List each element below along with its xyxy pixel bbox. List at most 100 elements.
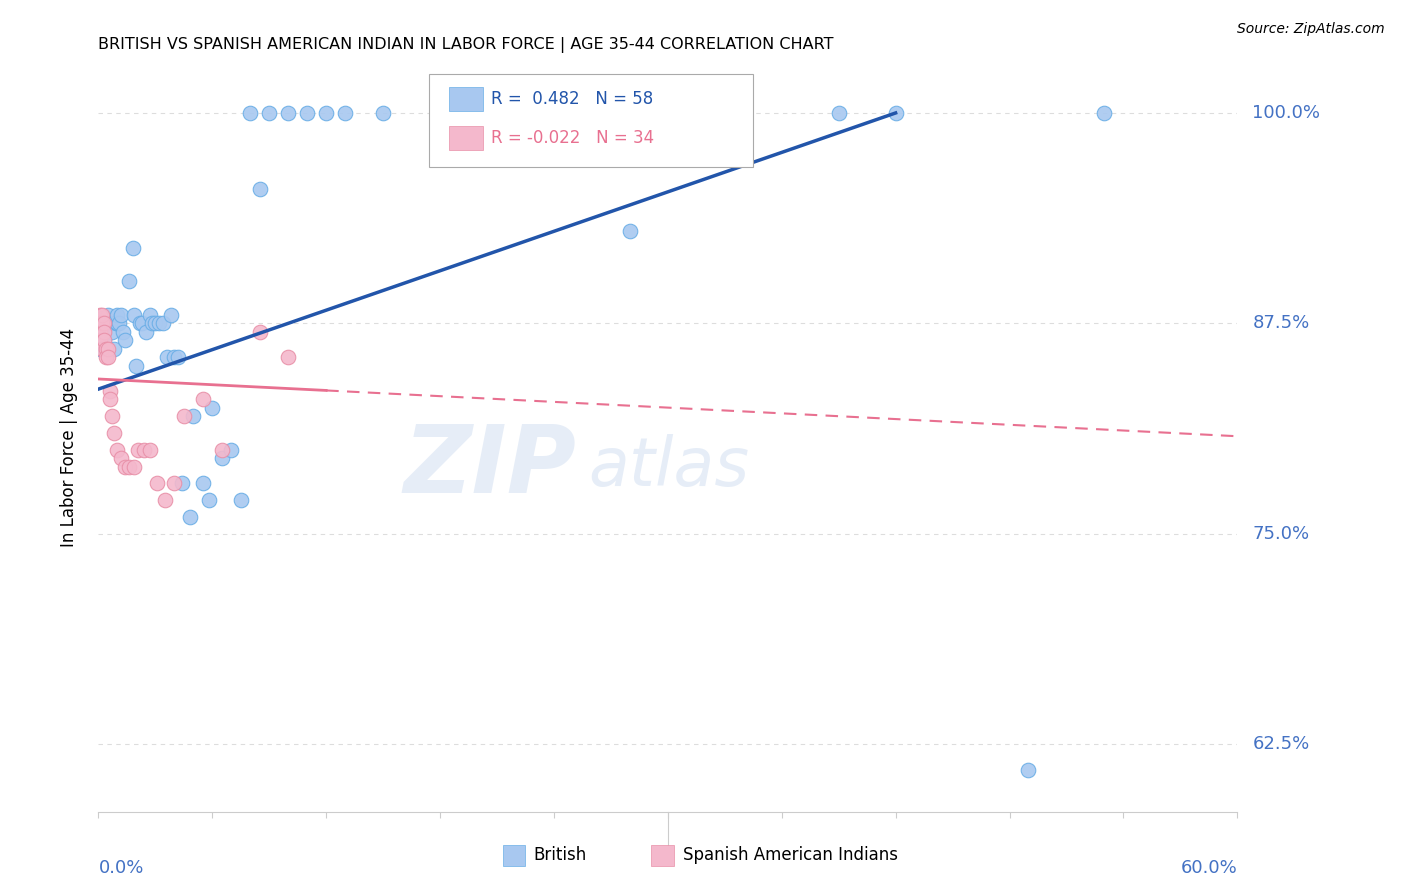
- Text: 0.0%: 0.0%: [98, 859, 143, 877]
- Point: [97, 350, 120, 364]
- Point: [1018, 763, 1040, 777]
- Point: [259, 106, 281, 120]
- Point: [103, 342, 125, 356]
- Point: [167, 350, 190, 364]
- Point: [145, 317, 167, 331]
- Point: [183, 409, 205, 423]
- Point: [89, 325, 111, 339]
- Point: [132, 442, 155, 457]
- Point: [103, 425, 125, 440]
- Point: [159, 308, 181, 322]
- Point: [118, 274, 141, 288]
- Point: [335, 106, 357, 120]
- Point: [108, 317, 131, 331]
- Point: [114, 333, 136, 347]
- Point: [138, 308, 160, 322]
- Point: [152, 317, 174, 331]
- Point: [110, 451, 132, 466]
- Point: [97, 308, 120, 322]
- Point: [89, 317, 111, 331]
- Y-axis label: In Labor Force | Age 35-44: In Labor Force | Age 35-44: [59, 327, 77, 547]
- Point: [297, 106, 319, 120]
- Bar: [651, 845, 673, 865]
- Point: [129, 317, 152, 331]
- Point: [221, 442, 243, 457]
- Point: [146, 476, 169, 491]
- Point: [197, 493, 219, 508]
- Point: [619, 224, 641, 238]
- Point: [91, 311, 114, 326]
- Point: [239, 106, 262, 120]
- Point: [94, 350, 117, 364]
- Point: [107, 442, 129, 457]
- Text: R =  0.482   N = 58: R = 0.482 N = 58: [491, 90, 654, 108]
- Point: [121, 241, 143, 255]
- Point: [89, 308, 111, 322]
- Point: [97, 317, 120, 331]
- Text: Spanish American Indians: Spanish American Indians: [683, 847, 897, 864]
- Point: [131, 317, 153, 331]
- Bar: [449, 87, 484, 112]
- Point: [93, 333, 115, 347]
- Point: [124, 459, 146, 474]
- Point: [191, 476, 214, 491]
- Point: [211, 442, 233, 457]
- Point: [163, 350, 186, 364]
- Point: [524, 106, 547, 120]
- Point: [828, 106, 851, 120]
- FancyBboxPatch shape: [429, 74, 754, 168]
- Point: [97, 342, 120, 356]
- Point: [93, 333, 115, 347]
- Point: [91, 308, 114, 322]
- Point: [249, 325, 271, 339]
- Text: 87.5%: 87.5%: [1253, 314, 1310, 333]
- Point: [107, 317, 129, 331]
- Point: [153, 493, 176, 508]
- Point: [211, 451, 233, 466]
- Point: [179, 510, 201, 524]
- Point: [100, 325, 122, 339]
- Point: [114, 459, 136, 474]
- Text: BRITISH VS SPANISH AMERICAN INDIAN IN LABOR FORCE | AGE 35-44 CORRELATION CHART: BRITISH VS SPANISH AMERICAN INDIAN IN LA…: [98, 37, 834, 53]
- Point: [173, 409, 195, 423]
- Point: [118, 459, 141, 474]
- Text: 60.0%: 60.0%: [1181, 859, 1237, 877]
- Point: [191, 392, 214, 407]
- Point: [89, 333, 111, 347]
- Point: [141, 317, 163, 331]
- Point: [89, 317, 111, 331]
- Point: [135, 325, 157, 339]
- Text: Source: ZipAtlas.com: Source: ZipAtlas.com: [1237, 22, 1385, 37]
- Point: [91, 317, 114, 331]
- Point: [429, 139, 451, 153]
- Point: [138, 442, 160, 457]
- Point: [156, 350, 179, 364]
- Point: [91, 342, 114, 356]
- Point: [104, 317, 127, 331]
- Point: [124, 308, 146, 322]
- Point: [249, 182, 271, 196]
- Text: 75.0%: 75.0%: [1253, 524, 1309, 543]
- Point: [148, 317, 170, 331]
- Point: [315, 106, 337, 120]
- Point: [93, 325, 115, 339]
- Point: [98, 392, 121, 407]
- Text: 100.0%: 100.0%: [1253, 104, 1320, 122]
- Point: [94, 311, 117, 326]
- Point: [1094, 106, 1116, 120]
- Text: British: British: [533, 847, 586, 864]
- Bar: [503, 845, 526, 865]
- Point: [371, 106, 394, 120]
- Text: R = -0.022   N = 34: R = -0.022 N = 34: [491, 129, 654, 147]
- Text: atlas: atlas: [588, 434, 749, 500]
- Point: [93, 325, 115, 339]
- Point: [100, 409, 122, 423]
- Text: ZIP: ZIP: [404, 421, 576, 513]
- Point: [229, 493, 252, 508]
- Bar: [449, 126, 484, 150]
- Text: 62.5%: 62.5%: [1253, 735, 1310, 754]
- Point: [110, 308, 132, 322]
- Point: [98, 384, 121, 398]
- Point: [127, 442, 149, 457]
- Point: [163, 476, 186, 491]
